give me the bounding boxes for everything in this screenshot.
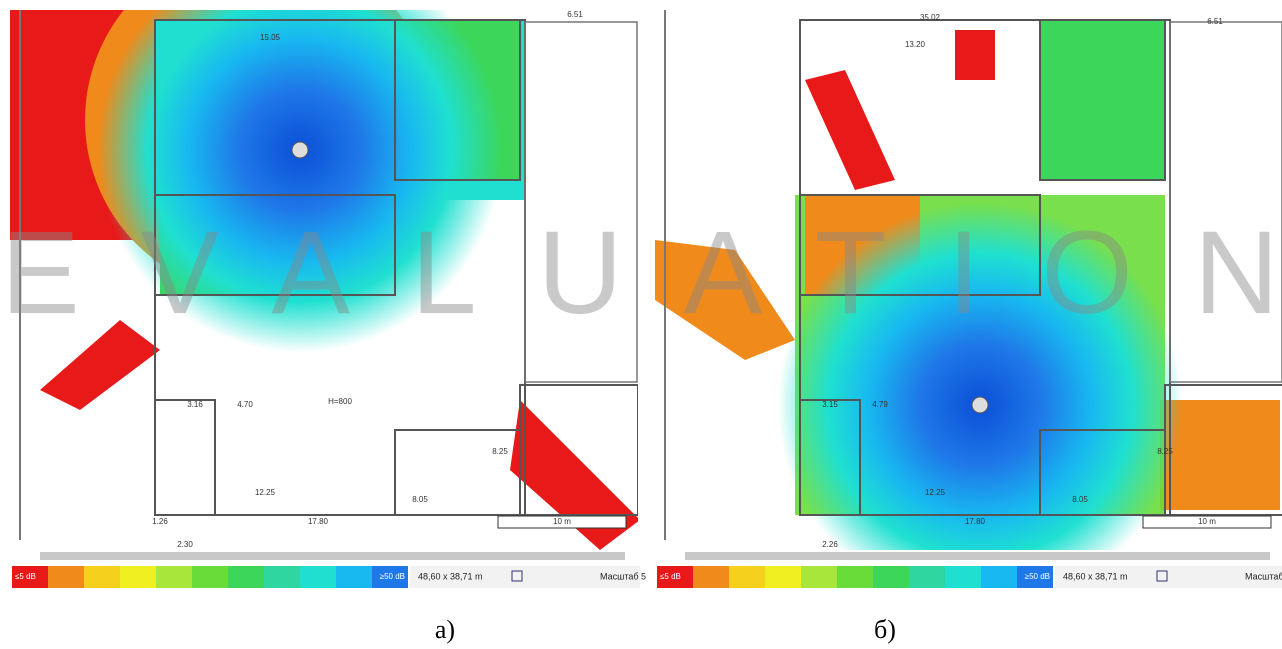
legend-min: ≤5 dB bbox=[15, 572, 36, 581]
scale-bar-label: 10 m bbox=[553, 517, 571, 526]
scale-bar-label: 10 m bbox=[1198, 517, 1216, 526]
dimension-label: 4.79 bbox=[872, 400, 888, 409]
dimension-label: 6.51 bbox=[1207, 17, 1223, 26]
dimension-label: 15.05 bbox=[260, 33, 281, 42]
dimension-label: 2.26 bbox=[822, 540, 838, 549]
dimensions: 48,60 x 38,71 m bbox=[418, 571, 483, 581]
legend-swatch bbox=[228, 566, 264, 588]
scrollbar bbox=[40, 552, 625, 560]
legend-swatch bbox=[765, 566, 801, 588]
legend-swatch bbox=[945, 566, 981, 588]
caption: б) bbox=[874, 615, 896, 644]
dimension-label: 8.25 bbox=[1157, 447, 1173, 456]
legend-swatch bbox=[264, 566, 300, 588]
dimension-label: 12.25 bbox=[255, 488, 276, 497]
dimension-label: 1.26 bbox=[152, 517, 168, 526]
legend-swatch bbox=[156, 566, 192, 588]
figure: 15.05 H=800 12.25 17.80 6.51 3.16 4.70 2.30 1.26… bbox=[0, 0, 1282, 649]
access-point bbox=[292, 142, 308, 158]
legend-max: ≥50 dB bbox=[380, 572, 405, 581]
zone-red bbox=[955, 30, 995, 80]
legend-swatch bbox=[336, 566, 372, 588]
dimension-label: 6.51 bbox=[567, 10, 583, 19]
dimensions: 48,60 x 38,71 m bbox=[1063, 571, 1128, 581]
legend-swatch bbox=[192, 566, 228, 588]
legend-swatch bbox=[729, 566, 765, 588]
legend-swatch bbox=[693, 566, 729, 588]
scrollbar bbox=[685, 552, 1270, 560]
dimension-label: 17.80 bbox=[965, 517, 986, 526]
dimension-label: 4.70 bbox=[237, 400, 253, 409]
watermark: EVALUATION bbox=[1, 207, 1281, 339]
dimension-label: 8.05 bbox=[1072, 495, 1088, 504]
legend-min: ≤5 dB bbox=[660, 572, 681, 581]
legend-swatch bbox=[837, 566, 873, 588]
dimension-label: 3.16 bbox=[187, 400, 203, 409]
legend-swatch bbox=[120, 566, 156, 588]
legend-swatch bbox=[48, 566, 84, 588]
access-point bbox=[972, 397, 988, 413]
dimension-label: 2.30 bbox=[177, 540, 193, 549]
room-green bbox=[1040, 20, 1165, 180]
legend-swatch bbox=[84, 566, 120, 588]
legend-swatch bbox=[981, 566, 1017, 588]
legend-swatch bbox=[801, 566, 837, 588]
dimension-label: 35.02 bbox=[920, 13, 941, 22]
dimension-label: 17.80 bbox=[308, 517, 329, 526]
dimension-label: 8.25 bbox=[492, 447, 508, 456]
scale-label: Масштаб bbox=[1245, 571, 1282, 581]
dimension-label: H=800 bbox=[328, 397, 352, 406]
legend-swatch bbox=[873, 566, 909, 588]
dimension-label: 13.20 bbox=[905, 40, 926, 49]
caption: а) bbox=[435, 615, 455, 644]
legend-max: ≥50 dB bbox=[1025, 572, 1050, 581]
scale-label: Масштаб 5 bbox=[600, 571, 646, 581]
legend-swatch bbox=[300, 566, 336, 588]
legend-swatch bbox=[909, 566, 945, 588]
dimension-label: 12.25 bbox=[925, 488, 946, 497]
dimension-label: 8.05 bbox=[412, 495, 428, 504]
dimension-label: 3.15 bbox=[822, 400, 838, 409]
